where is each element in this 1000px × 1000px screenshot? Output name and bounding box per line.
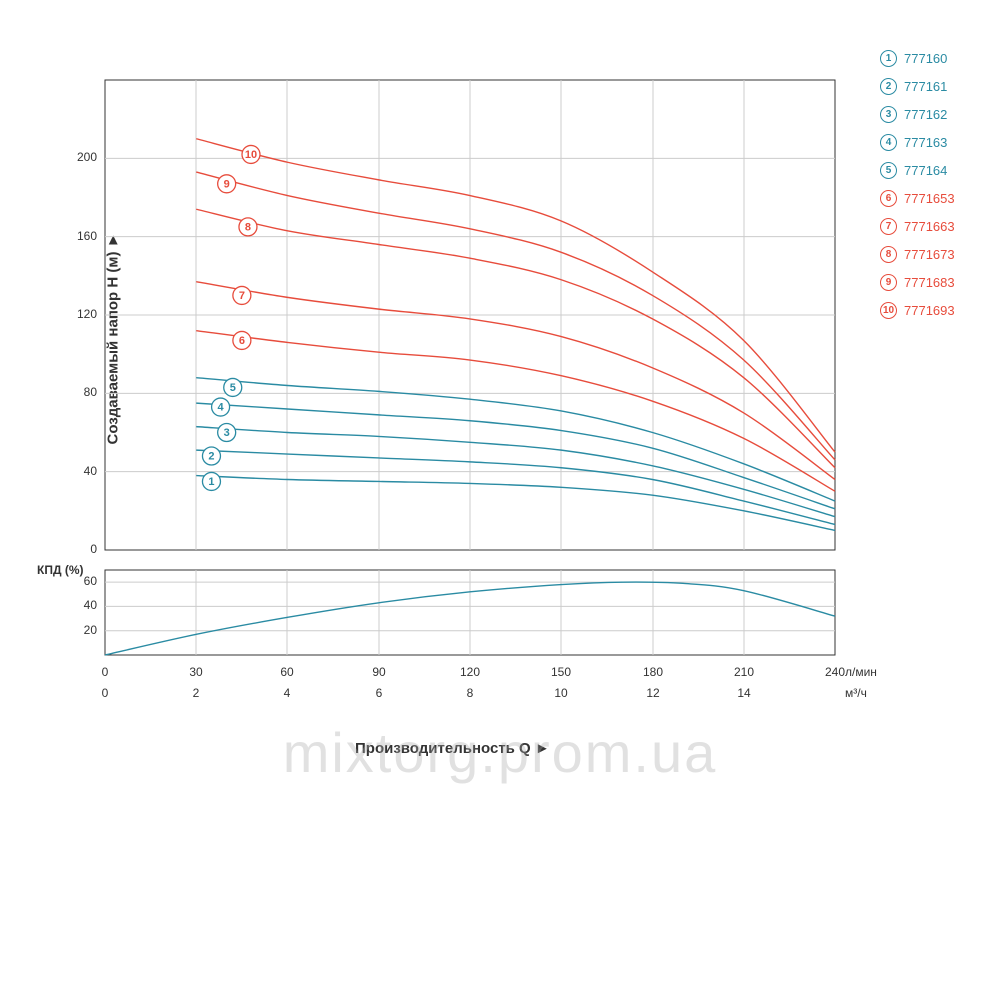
legend-item-10: 10 7771693 xyxy=(880,302,975,319)
curve-1 xyxy=(196,476,835,531)
x-tick-lmin-210: 210 xyxy=(734,665,754,679)
legend-code-5: 777164 xyxy=(904,163,947,178)
legend-circle-7: 7 xyxy=(880,218,897,235)
unit-lmin: л/мин xyxy=(845,665,877,679)
curve-10 xyxy=(196,139,835,452)
curve-5 xyxy=(196,378,835,501)
curve-label-num-1: 1 xyxy=(208,476,214,488)
y-tick-80: 80 xyxy=(84,385,97,399)
y-tick-160: 160 xyxy=(77,229,97,243)
legend-code-6: 7771653 xyxy=(904,191,955,206)
legend-item-9: 9 7771683 xyxy=(880,274,975,291)
eff-y-tick-20: 20 xyxy=(84,623,97,637)
legend-circle-9: 9 xyxy=(880,274,897,291)
legend-item-5: 5 777164 xyxy=(880,162,975,179)
curve-label-num-3: 3 xyxy=(224,427,230,439)
x-axis-label: Производительность Q ► xyxy=(355,740,550,757)
pump-curves-chart: 12345678910 xyxy=(25,60,855,720)
x-tick-lmin-60: 60 xyxy=(280,665,293,679)
x-tick-m3h-6: 6 xyxy=(376,686,383,700)
x-tick-lmin-120: 120 xyxy=(460,665,480,679)
legend-code-2: 777161 xyxy=(904,79,947,94)
legend-item-2: 2 777161 xyxy=(880,78,975,95)
y-tick-200: 200 xyxy=(77,150,97,164)
legend-code-7: 7771663 xyxy=(904,219,955,234)
chart-container: Создаваемый напор H (м) ► Производительн… xyxy=(25,60,975,760)
curve-label-num-7: 7 xyxy=(239,290,245,302)
curve-label-num-8: 8 xyxy=(245,221,251,233)
x-tick-m3h-10: 10 xyxy=(554,686,567,700)
curve-7 xyxy=(196,282,835,480)
legend-circle-2: 2 xyxy=(880,78,897,95)
legend-circle-10: 10 xyxy=(880,302,897,319)
x-tick-m3h-8: 8 xyxy=(467,686,474,700)
legend-circle-8: 8 xyxy=(880,246,897,263)
curve-label-num-6: 6 xyxy=(239,335,245,347)
legend-circle-5: 5 xyxy=(880,162,897,179)
curve-label-num-5: 5 xyxy=(230,382,236,394)
legend-circle-3: 3 xyxy=(880,106,897,123)
legend-code-3: 777162 xyxy=(904,107,947,122)
legend-item-7: 7 7771663 xyxy=(880,218,975,235)
x-tick-lmin-180: 180 xyxy=(643,665,663,679)
unit-m3h: м³/ч xyxy=(845,686,867,700)
x-tick-lmin-30: 30 xyxy=(189,665,202,679)
x-tick-m3h-2: 2 xyxy=(193,686,200,700)
eff-y-tick-60: 60 xyxy=(84,574,97,588)
legend-item-3: 3 777162 xyxy=(880,106,975,123)
legend-item-4: 4 777163 xyxy=(880,134,975,151)
x-tick-m3h-0: 0 xyxy=(102,686,109,700)
x-tick-lmin-90: 90 xyxy=(372,665,385,679)
legend-code-1: 777160 xyxy=(904,51,947,66)
x-tick-lmin-0: 0 xyxy=(102,665,109,679)
legend: 1 777160 2 777161 3 777162 4 777163 5 777164 6 7771… xyxy=(880,50,975,330)
legend-code-9: 7771683 xyxy=(904,275,955,290)
legend-code-4: 777163 xyxy=(904,135,947,150)
legend-item-6: 6 7771653 xyxy=(880,190,975,207)
x-tick-m3h-14: 14 xyxy=(737,686,750,700)
curve-8 xyxy=(196,209,835,468)
eff-y-tick-40: 40 xyxy=(84,598,97,612)
x-tick-lmin-240: 240 xyxy=(825,665,845,679)
legend-circle-1: 1 xyxy=(880,50,897,67)
curve-label-num-9: 9 xyxy=(224,178,230,190)
legend-item-1: 1 777160 xyxy=(880,50,975,67)
x-tick-lmin-150: 150 xyxy=(551,665,571,679)
curve-label-num-10: 10 xyxy=(245,149,257,161)
y-tick-120: 120 xyxy=(77,307,97,321)
legend-circle-4: 4 xyxy=(880,134,897,151)
curve-label-num-4: 4 xyxy=(218,402,225,414)
y-tick-0: 0 xyxy=(90,542,97,556)
curve-9 xyxy=(196,172,835,460)
x-tick-m3h-12: 12 xyxy=(646,686,659,700)
y-tick-40: 40 xyxy=(84,464,97,478)
x-tick-m3h-4: 4 xyxy=(284,686,291,700)
legend-code-8: 7771673 xyxy=(904,247,955,262)
legend-circle-6: 6 xyxy=(880,190,897,207)
curve-label-num-2: 2 xyxy=(208,451,214,463)
curve-4 xyxy=(196,403,835,509)
legend-code-10: 7771693 xyxy=(904,303,955,318)
legend-item-8: 8 7771673 xyxy=(880,246,975,263)
